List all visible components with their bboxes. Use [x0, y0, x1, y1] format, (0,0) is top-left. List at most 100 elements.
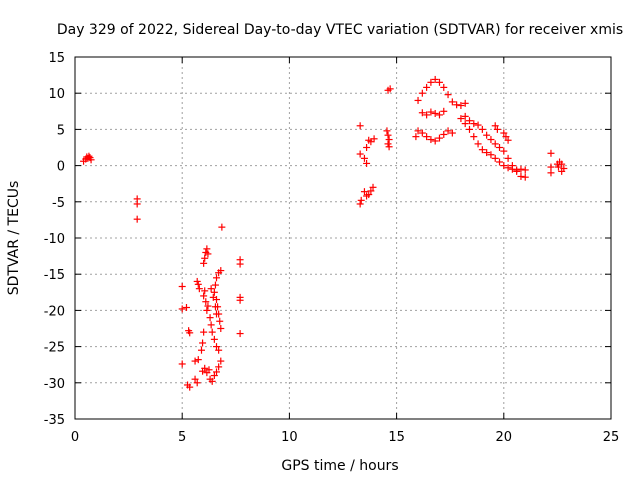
data-point	[215, 310, 223, 318]
data-point	[461, 120, 469, 128]
data-point	[208, 377, 216, 385]
data-point	[360, 154, 368, 162]
grid-layer	[75, 57, 611, 419]
data-point	[478, 146, 486, 154]
data-point	[208, 328, 216, 336]
data-point	[461, 99, 469, 107]
data-point	[487, 151, 495, 159]
data-point	[217, 357, 225, 365]
data-point	[213, 368, 221, 376]
data-point	[363, 159, 371, 167]
data-point	[491, 140, 499, 148]
data-point	[465, 125, 473, 133]
data-point	[385, 143, 393, 151]
data-point	[431, 75, 439, 83]
data-point	[465, 117, 473, 125]
data-point	[211, 281, 219, 289]
y-tick-label: -15	[44, 268, 65, 283]
data-point	[204, 302, 212, 310]
data-point	[457, 115, 465, 123]
data-point	[356, 122, 364, 130]
data-point	[487, 136, 495, 144]
data-point	[418, 109, 426, 117]
data-point	[504, 136, 512, 144]
data-point	[203, 306, 211, 314]
x-tick-label: 20	[496, 430, 513, 445]
data-point	[470, 133, 478, 141]
data-point	[444, 127, 452, 135]
data-point	[210, 288, 218, 296]
data-point	[195, 285, 203, 293]
data-point	[215, 346, 223, 354]
data-point	[236, 260, 244, 268]
data-point	[478, 125, 486, 133]
data-point	[201, 254, 209, 262]
data-point	[440, 83, 448, 91]
data-point	[357, 196, 365, 204]
data-point	[508, 162, 516, 170]
data-point	[213, 274, 221, 282]
data-point	[448, 98, 456, 106]
data-point	[496, 144, 504, 151]
data-point	[217, 267, 225, 275]
data-point	[483, 149, 491, 157]
data-point	[87, 156, 95, 164]
data-point	[412, 133, 420, 141]
data-point	[186, 383, 194, 391]
y-tick-label: 10	[48, 87, 65, 102]
data-point	[547, 149, 555, 157]
data-point	[483, 131, 491, 139]
data-point	[182, 304, 190, 312]
data-point	[448, 129, 456, 137]
data-point	[200, 292, 208, 300]
data-point	[493, 125, 501, 133]
data-point	[200, 259, 208, 267]
x-tick-label: 10	[281, 430, 298, 445]
data-point	[213, 296, 221, 304]
data-point	[133, 215, 141, 223]
data-point	[521, 173, 529, 181]
data-point	[356, 150, 364, 158]
data-point	[414, 127, 422, 135]
data-point	[214, 303, 222, 311]
data-point	[440, 107, 448, 115]
data-point	[356, 200, 364, 208]
data-point	[194, 356, 202, 364]
data-point	[204, 250, 212, 258]
data-point	[496, 158, 504, 166]
data-point	[431, 109, 439, 117]
data-point	[199, 339, 207, 347]
data-point	[384, 131, 392, 139]
data-point	[444, 91, 452, 99]
data-point	[474, 121, 482, 129]
data-point	[236, 296, 244, 304]
data-point	[423, 133, 431, 141]
data-point	[435, 134, 443, 142]
data-point	[210, 335, 218, 343]
data-point	[470, 120, 478, 128]
data-point	[474, 140, 482, 148]
data-point	[186, 329, 194, 337]
data-point	[360, 188, 368, 196]
data-point	[491, 122, 499, 130]
y-tick-label: -30	[44, 377, 65, 392]
data-point	[547, 169, 555, 177]
data-point	[207, 321, 215, 329]
y-tick-label: -5	[52, 196, 65, 211]
data-point	[491, 154, 499, 162]
data-point	[383, 127, 391, 135]
data-point	[178, 360, 186, 368]
data-point	[453, 101, 461, 109]
data-point	[500, 162, 508, 170]
chart-title: Day 329 of 2022, Sidereal Day-to-day VTE…	[57, 22, 623, 38]
data-point	[191, 357, 199, 365]
data-point	[504, 154, 512, 162]
data-point	[191, 375, 199, 383]
data-point	[558, 167, 566, 175]
data-point	[205, 366, 213, 374]
y-tick-label: -20	[44, 304, 65, 319]
x-axis-label: GPS time / hours	[281, 458, 398, 474]
data-point	[414, 96, 422, 104]
data-point	[197, 346, 205, 354]
data-point	[386, 85, 394, 93]
